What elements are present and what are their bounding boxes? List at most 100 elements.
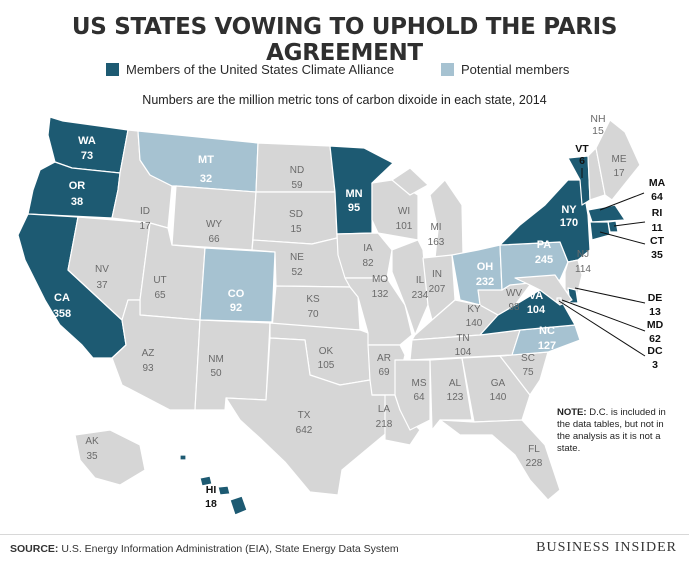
state-value-ma: 64	[651, 191, 663, 203]
state-value-ak: 35	[86, 451, 98, 462]
state-value-ri: 11	[651, 222, 662, 234]
leader-line-md	[561, 299, 646, 332]
state-abbr-wa: WA	[78, 135, 96, 147]
state-ma	[587, 204, 626, 223]
state-value-wy: 66	[208, 234, 220, 245]
state-abbr-ut: UT	[153, 275, 166, 286]
state-abbr-mi: MI	[430, 222, 441, 233]
state-abbr-nc: NC	[539, 325, 555, 337]
state-vt	[567, 155, 591, 206]
brand-logo: BUSINESS INSIDER	[536, 540, 677, 555]
state-value-ok: 105	[318, 360, 335, 371]
state-value-mt: 32	[200, 173, 212, 185]
state-abbr-nd: ND	[290, 165, 304, 176]
state-value-wi: 101	[396, 221, 413, 232]
state-abbr-ak: AK	[85, 436, 99, 447]
legend: Members of the United States Climate All…	[0, 62, 689, 82]
state-abbr-oh: OH	[477, 261, 494, 273]
state-va	[479, 289, 576, 336]
state-value-md: 62	[649, 333, 661, 345]
note-text: D.C. is included in the data tables, but…	[557, 407, 666, 454]
state-abbr-vt: VT	[575, 143, 589, 155]
state-abbr-de: DE	[648, 292, 663, 304]
state-abbr-nv: NV	[95, 264, 109, 275]
state-il	[391, 239, 429, 336]
state-value-me: 17	[613, 168, 625, 179]
state-value-nh: 15	[592, 125, 604, 137]
state-abbr-sd: SD	[289, 209, 303, 220]
state-abbr-mt: MT	[198, 154, 214, 166]
state-value-mi: 163	[428, 237, 445, 248]
leader-line-ri	[613, 221, 646, 227]
state-abbr-wy: WY	[206, 219, 222, 230]
state-tx	[225, 337, 391, 496]
legend-swatch-members	[106, 63, 119, 76]
state-value-sd: 15	[290, 224, 302, 235]
state-value-de: 13	[649, 306, 661, 318]
state-abbr-me: ME	[612, 154, 627, 165]
state-value-ms: 64	[413, 392, 425, 403]
state-value-oh: 232	[476, 276, 494, 288]
state-value-nc: 127	[538, 340, 556, 352]
state-abbr-in: IN	[432, 269, 442, 280]
state-value-sc: 75	[522, 367, 534, 378]
legend-item-potential: Potential members	[441, 62, 569, 77]
state-nm	[194, 319, 271, 411]
state-abbr-tn: TN	[456, 333, 469, 344]
state-value-ny: 170	[560, 217, 578, 229]
source-line: SOURCE: U.S. Energy Information Administ…	[10, 543, 399, 555]
legend-item-members: Members of the United States Climate All…	[106, 62, 394, 77]
legend-label-members: Members of the United States Climate All…	[126, 62, 395, 77]
state-al	[429, 357, 473, 431]
state-abbr-tx: TX	[298, 410, 311, 421]
state-abbr-sc: SC	[521, 353, 535, 364]
state-value-wa: 73	[81, 150, 93, 162]
note-label: NOTE:	[557, 407, 587, 418]
state-abbr-ok: OK	[319, 346, 334, 357]
state-value-pa: 245	[535, 254, 553, 266]
state-abbr-az: AZ	[142, 348, 155, 359]
legend-swatch-potential	[441, 63, 454, 76]
state-value-va: 104	[527, 304, 546, 316]
state-abbr-md: MD	[647, 319, 664, 331]
state-abbr-wv: WV	[506, 288, 522, 299]
state-value-nm: 50	[210, 368, 222, 379]
state-value-id: 17	[139, 221, 151, 232]
state-abbr-ga: GA	[491, 378, 506, 389]
footer-divider	[0, 534, 689, 535]
state-abbr-hi: HI	[206, 484, 217, 496]
state-abbr-nh: NH	[590, 113, 605, 125]
state-value-la: 218	[376, 419, 393, 430]
state-abbr-pa: PA	[537, 239, 552, 251]
state-ct	[589, 221, 611, 241]
state-value-hi: 18	[205, 498, 217, 510]
state-value-ct: 35	[651, 249, 663, 261]
state-value-dc: 3	[652, 359, 658, 371]
state-abbr-mo: MO	[372, 274, 388, 285]
map-subtitle: Numbers are the million metric tons of c…	[142, 93, 547, 107]
leader-line-de	[574, 287, 646, 304]
source-text: U.S. Energy Information Administration (…	[61, 543, 399, 555]
legend-label-potential: Potential members	[461, 62, 570, 77]
state-abbr-ne: NE	[290, 252, 304, 263]
map-title: US STATES VOWING TO UPHOLD THE PARIS AGR…	[71, 14, 618, 66]
state-abbr-ca: CA	[54, 292, 70, 304]
state-abbr-ks: KS	[306, 294, 320, 305]
state-value-ks: 70	[307, 309, 319, 320]
state-abbr-va: VA	[529, 290, 544, 302]
state-value-tn: 104	[455, 347, 472, 358]
state-abbr-co: CO	[228, 288, 245, 300]
state-fl	[439, 419, 561, 501]
state-abbr-nj: NJ	[577, 249, 589, 260]
leader-line-dc	[558, 300, 646, 357]
note: NOTE: D.C. is included in the data table…	[557, 407, 669, 455]
state-value-mo: 132	[372, 289, 389, 300]
state-value-fl: 228	[526, 458, 543, 469]
state-abbr-id: ID	[140, 206, 150, 217]
state-ia	[336, 232, 393, 279]
state-value-or: 38	[71, 196, 83, 208]
state-abbr-ms: MS	[412, 378, 427, 389]
state-abbr-ri: RI	[652, 207, 663, 219]
state-abbr-ct: CT	[650, 235, 665, 247]
state-ks	[271, 285, 361, 331]
